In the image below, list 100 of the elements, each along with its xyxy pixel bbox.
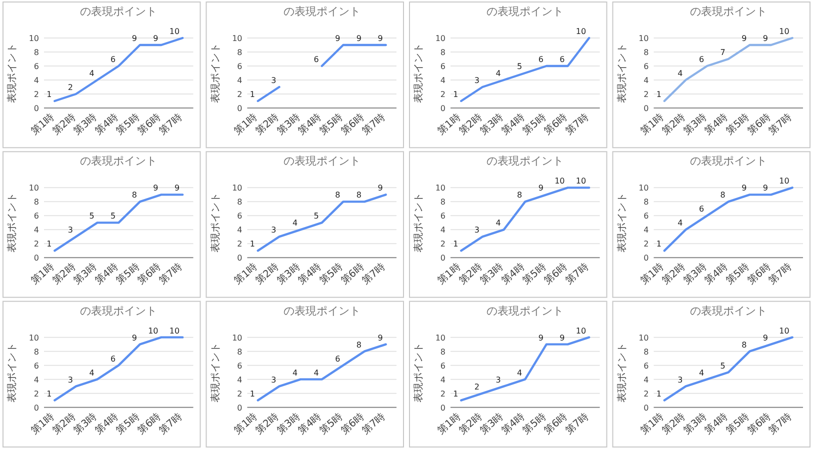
y-tick-label: 6 — [237, 361, 242, 370]
data-label: 8 — [517, 190, 522, 200]
data-label: 4 — [292, 218, 298, 228]
y-tick-label: 10 — [638, 184, 649, 193]
data-label: 3 — [474, 76, 480, 85]
data-label: 7 — [720, 48, 726, 57]
y-tick-label: 2 — [644, 240, 649, 249]
data-label: 3 — [271, 76, 276, 85]
y-tick-label: 6 — [237, 62, 242, 71]
y-tick-label: 0 — [34, 104, 39, 113]
data-label: 4 — [89, 69, 94, 78]
data-label: 10 — [148, 326, 158, 336]
chart-title: の表現ポイント — [690, 5, 767, 18]
data-label: 4 — [698, 368, 704, 378]
line-series — [663, 336, 794, 402]
chart-title: の表現ポイント — [283, 304, 360, 318]
y-tick-label: 4 — [34, 76, 39, 85]
data-label: 5 — [314, 212, 319, 221]
y-tick-label: 8 — [34, 48, 39, 57]
data-label: 6 — [110, 354, 116, 364]
data-label: 10 — [576, 326, 586, 336]
y-tick-label: 8 — [644, 48, 649, 57]
y-tick-label: 2 — [237, 389, 242, 398]
y-tick-label: 8 — [644, 347, 649, 356]
data-label: 9 — [378, 184, 383, 193]
y-tick-label: 2 — [34, 240, 39, 249]
data-label: 8 — [356, 340, 362, 350]
y-tick-label: 2 — [237, 240, 242, 249]
y-tick-label: 4 — [644, 226, 649, 235]
y-tick-label: 4 — [237, 76, 242, 85]
y-tick-label: 4 — [440, 76, 446, 85]
data-label: 2 — [474, 382, 480, 392]
y-tick-label: 4 — [237, 375, 242, 384]
data-label: 6 — [314, 55, 319, 64]
chart-title: の表現ポイント — [486, 304, 564, 318]
data-label: 1 — [46, 389, 52, 398]
y-tick-label: 0 — [237, 254, 242, 263]
y-tick-label: 0 — [440, 254, 446, 263]
data-label: 8 — [720, 190, 726, 200]
y-tick-label: 10 — [435, 34, 446, 43]
y-tick-label: 4 — [440, 226, 446, 235]
data-label: 9 — [153, 34, 158, 43]
data-label: 6 — [110, 55, 116, 64]
line-series — [663, 186, 794, 252]
data-label: 5 — [89, 212, 94, 221]
y-tick-label: 8 — [440, 198, 446, 207]
data-label: 9 — [560, 333, 565, 342]
y-tick-label: 6 — [440, 212, 446, 221]
data-label: 9 — [762, 34, 768, 43]
chart-title: の表現ポイント — [690, 304, 767, 318]
data-label: 9 — [378, 34, 383, 43]
y-tick-label: 8 — [237, 48, 242, 57]
data-label: 3 — [678, 375, 683, 384]
data-label: 9 — [153, 184, 158, 193]
y-tick-label: 8 — [34, 198, 39, 207]
line-series — [460, 36, 590, 102]
y-tick-label: 6 — [644, 361, 649, 370]
y-tick-label: 0 — [34, 403, 39, 412]
data-label: 3 — [496, 375, 501, 384]
y-axis-title: 表現ポイント — [209, 192, 222, 253]
y-tick-label: 2 — [644, 389, 649, 398]
data-label: 8 — [742, 340, 747, 350]
data-label: 1 — [46, 90, 52, 99]
chart-title: の表現ポイント — [283, 5, 360, 18]
y-axis-title: 表現ポイント — [616, 342, 628, 402]
y-axis-title: 表現ポイント — [412, 192, 424, 253]
y-tick-label: 10 — [638, 34, 649, 43]
y-tick-label: 0 — [440, 403, 446, 412]
chart-title: の表現ポイント — [80, 304, 158, 318]
y-axis-title: 表現ポイント — [6, 342, 18, 402]
y-axis-title: 表現ポイント — [209, 43, 222, 103]
line-series — [256, 343, 387, 402]
y-tick-label: 8 — [237, 347, 242, 356]
y-tick-label: 8 — [34, 347, 39, 356]
y-tick-label: 6 — [440, 62, 446, 71]
data-label: 9 — [335, 34, 340, 43]
data-label: 9 — [538, 333, 544, 342]
line-series — [256, 194, 387, 252]
data-label: 10 — [779, 176, 790, 186]
y-tick-label: 6 — [644, 212, 649, 221]
line-series — [460, 186, 590, 252]
data-label: 5 — [720, 361, 726, 370]
line-series — [460, 336, 590, 402]
line-series — [54, 194, 184, 252]
y-tick-label: 10 — [232, 184, 242, 193]
y-axis-title: 表現ポイント — [6, 192, 18, 253]
data-label: 4 — [89, 368, 94, 378]
data-label: 9 — [742, 34, 747, 43]
data-label: 1 — [453, 240, 458, 249]
line-series — [54, 36, 184, 102]
y-tick-label: 10 — [435, 184, 446, 193]
y-tick-label: 4 — [644, 375, 649, 384]
y-tick-label: 4 — [34, 226, 39, 235]
data-label: 10 — [169, 326, 180, 336]
data-label: 8 — [356, 190, 362, 200]
chart-title: の表現ポイント — [486, 154, 564, 168]
data-label: 1 — [453, 389, 458, 398]
y-tick-label: 10 — [28, 34, 39, 43]
y-tick-label: 6 — [237, 212, 242, 221]
data-label: 9 — [132, 34, 137, 43]
